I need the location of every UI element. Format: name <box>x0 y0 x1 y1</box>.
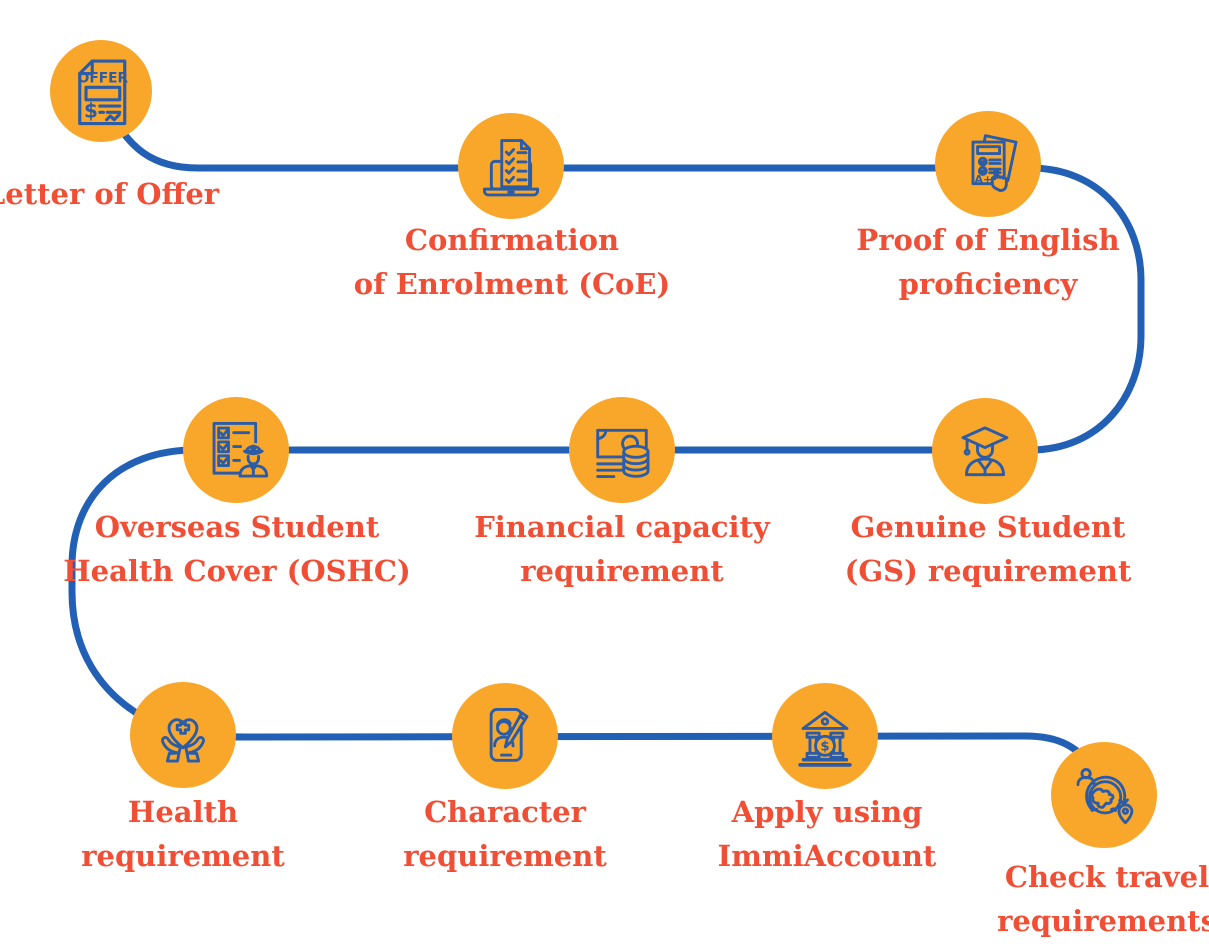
grade-icon-text: A+ <box>975 173 993 186</box>
step-10-label: Check travel requirements <box>997 855 1209 943</box>
step-10-circle <box>1051 742 1157 848</box>
dollar-icon-text: $ <box>84 98 98 122</box>
step-9-label-line-2: ImmiAccount <box>717 839 937 873</box>
offer-icon-text: OFFER <box>78 70 129 86</box>
step-6-label-line-1: Overseas Student <box>94 510 380 544</box>
step-5-label-line-1: Financial capacity <box>474 510 770 544</box>
offer-letter-icon: OFFER $ <box>78 59 129 126</box>
step-4-label-line-1: Genuine Student <box>850 510 1126 544</box>
step-4-label-line-2: (GS) requirement <box>844 554 1132 588</box>
step-8-label-line-1: Character <box>424 795 586 829</box>
id-card-pencil-icon <box>489 707 529 762</box>
step-1-circle: OFFER $ <box>50 40 152 142</box>
step-2-label-line-2: of Enrolment (CoE) <box>353 267 671 301</box>
step-4-circle <box>932 398 1038 504</box>
globe-travel-icon <box>1076 768 1134 825</box>
step-2-circle <box>458 113 564 219</box>
step-7-circle <box>130 682 236 788</box>
step-9-label: Apply using ImmiAccount <box>718 790 937 878</box>
checklist-officer-icon <box>212 421 269 478</box>
step-10-label-line-2: requirements <box>997 904 1209 938</box>
step-7-label: Health requirement <box>81 790 284 878</box>
step-8-label: Character requirement <box>403 790 606 878</box>
step-5-circle <box>569 397 675 503</box>
step-7-label-line-1: Health <box>127 795 239 829</box>
step-2-label-line-1: Confirmation <box>404 223 620 257</box>
step-8-label-line-2: requirement <box>403 839 607 873</box>
step-9-circle: $ <box>772 683 878 789</box>
bank-dollar-icon-text: $ <box>820 739 829 754</box>
step-1-label-line-1: Letter of Offer <box>0 177 220 211</box>
english-test-icon: A+ <box>971 134 1018 193</box>
step-7-label-line-2: requirement <box>81 839 285 873</box>
step-6-label: Overseas Student Health Cover (OSHC) <box>63 505 410 593</box>
hands-heart-icon <box>161 718 205 763</box>
step-5-label-line-2: requirement <box>520 554 724 588</box>
laptop-checklist-icon <box>482 139 540 197</box>
step-5-label: Financial capacity requirement <box>474 505 770 593</box>
step-10-label-line-1: Check travel <box>1004 860 1209 894</box>
money-icon <box>596 428 650 479</box>
step-8-circle <box>452 683 558 789</box>
step-2-label: Confirmation of Enrolment (CoE) <box>354 218 670 306</box>
step-9-label-line-1: Apply using <box>731 795 923 829</box>
step-1-label: Letter of Offer <box>0 172 219 216</box>
step-3-label-line-2: proficiency <box>898 267 1078 301</box>
step-6-label-line-2: Health Cover (OSHC) <box>63 554 411 588</box>
step-6-circle <box>183 397 289 503</box>
step-3-circle: A+ <box>935 111 1041 217</box>
graduate-student-icon <box>961 426 1009 477</box>
bank-building-icon: $ <box>798 710 852 767</box>
step-4-label: Genuine Student (GS) requirement <box>845 505 1132 593</box>
step-3-label: Proof of English proficiency <box>856 218 1119 306</box>
step-3-label-line-1: Proof of English <box>856 223 1120 257</box>
